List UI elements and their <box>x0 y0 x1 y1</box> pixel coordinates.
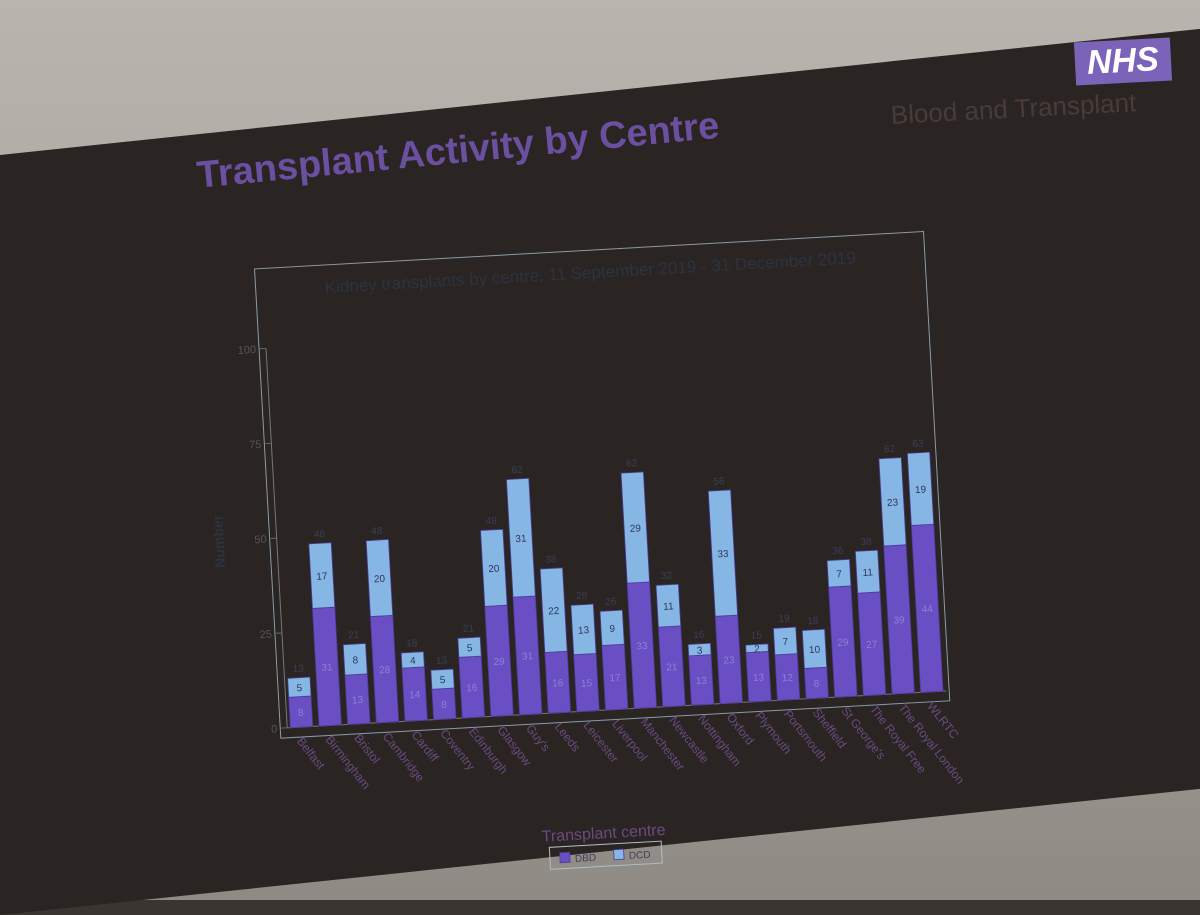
chart-title: Kidney transplants by centre, 11 Septemb… <box>324 248 856 297</box>
bar-label-dcd: 4 <box>410 656 417 667</box>
bar-total-label: 38 <box>545 554 557 566</box>
bar-total-label: 63 <box>912 438 924 450</box>
bar-label-dcd: 23 <box>887 497 899 509</box>
bar-label-dbd: 12 <box>782 673 794 685</box>
bar-label-dcd: 9 <box>609 624 616 635</box>
y-axis-label: Number <box>209 514 228 568</box>
bar-label-dbd: 21 <box>666 662 678 674</box>
bar-label-dbd: 8 <box>441 700 448 711</box>
bar-label-dcd: 3 <box>697 645 704 656</box>
bar-label-dbd: 13 <box>352 695 364 707</box>
y-tick-label: 100 <box>237 344 256 357</box>
legend-label-dbd: DBD <box>575 853 597 865</box>
bar-total-label: 26 <box>605 596 617 608</box>
bar-total-label: 36 <box>832 546 844 558</box>
bar-label-dcd: 17 <box>316 571 328 583</box>
bar-label-dbd: 13 <box>753 672 765 684</box>
bar-label-dcd: 22 <box>548 606 560 618</box>
bar-label-dbd: 31 <box>522 651 534 663</box>
bar-label-dbd: 13 <box>696 676 708 688</box>
bar-label-dcd: 13 <box>578 625 590 637</box>
bar-label-dbd: 16 <box>466 683 478 695</box>
bar-label-dbd: 8 <box>813 679 820 690</box>
bar-label-dbd: 39 <box>893 615 905 627</box>
legend-swatch-dbd <box>560 852 571 863</box>
bar-total-label: 19 <box>778 613 790 625</box>
bar-total-label: 18 <box>406 638 418 650</box>
bar-label-dbd: 23 <box>723 655 735 667</box>
bar-total-label: 56 <box>713 476 725 488</box>
bar-label-dcd: 7 <box>836 569 843 580</box>
bar-label-dbd: 14 <box>409 690 421 702</box>
bar-total-label: 13 <box>292 663 304 675</box>
bar-label-dbd: 27 <box>866 639 878 651</box>
bar-label-dbd: 31 <box>321 662 333 674</box>
bar-label-dbd: 16 <box>552 678 564 690</box>
bar-total-label: 48 <box>314 529 326 541</box>
y-tick-label: 50 <box>254 534 267 547</box>
bar-total-label: 62 <box>884 444 896 456</box>
bar-label-dcd: 5 <box>467 643 474 654</box>
bar-total-label: 32 <box>661 570 673 582</box>
bar-label-dcd: 31 <box>515 533 527 545</box>
bar-label-dbd: 29 <box>837 637 849 649</box>
bar-label-dbd: 17 <box>609 673 621 685</box>
bar-total-label: 16 <box>693 630 705 642</box>
bar-total-label: 28 <box>576 590 588 602</box>
bar-label-dbd: 28 <box>379 665 391 677</box>
bar-label-dcd: 11 <box>862 567 873 579</box>
y-tick-label: 75 <box>249 439 262 452</box>
y-tick-label: 25 <box>259 629 272 642</box>
x-category-label: Guy's <box>523 722 553 754</box>
bar-label-dcd: 7 <box>782 637 789 648</box>
bar-label-dbd: 8 <box>298 708 305 719</box>
chart-group: Kidney transplants by centre, 11 Septemb… <box>196 231 971 887</box>
x-category-label: Leeds <box>552 720 583 754</box>
bar-label-dbd: 33 <box>636 641 648 653</box>
y-tick-label: 0 <box>271 723 278 735</box>
bar-label-dcd: 33 <box>717 549 729 561</box>
bar-total-label: 49 <box>485 516 497 528</box>
bar-total-label: 62 <box>626 458 638 470</box>
bar-label-dcd: 5 <box>440 675 447 686</box>
bar-total-label: 13 <box>436 655 448 667</box>
bar-label-dcd: 11 <box>663 601 674 613</box>
legend-label-dcd: DCD <box>629 850 651 862</box>
bar-total-label: 62 <box>511 465 523 477</box>
bar-label-dbd: 29 <box>493 656 505 668</box>
bar-total-label: 21 <box>348 630 360 642</box>
bar-total-label: 48 <box>371 526 383 538</box>
bar-total-label: 21 <box>463 623 475 635</box>
bar-label-dcd: 20 <box>374 574 386 586</box>
bar-label-dbd: 44 <box>921 604 933 616</box>
bar-label-dcd: 19 <box>915 484 927 496</box>
bar-label-dcd: 29 <box>630 523 642 535</box>
bar-label-dcd: 20 <box>488 564 500 576</box>
bar-total-label: 38 <box>860 536 872 548</box>
legend-swatch-dcd <box>614 849 625 860</box>
bar-label-dcd: 2 <box>754 644 761 655</box>
bar-label-dcd: 8 <box>352 655 359 666</box>
bar-label-dcd: 10 <box>809 645 821 657</box>
bar-label-dcd: 5 <box>296 683 303 694</box>
bar-label-dbd: 15 <box>581 678 593 690</box>
bar-total-label: 15 <box>750 630 762 642</box>
bar-total-label: 18 <box>807 616 819 628</box>
